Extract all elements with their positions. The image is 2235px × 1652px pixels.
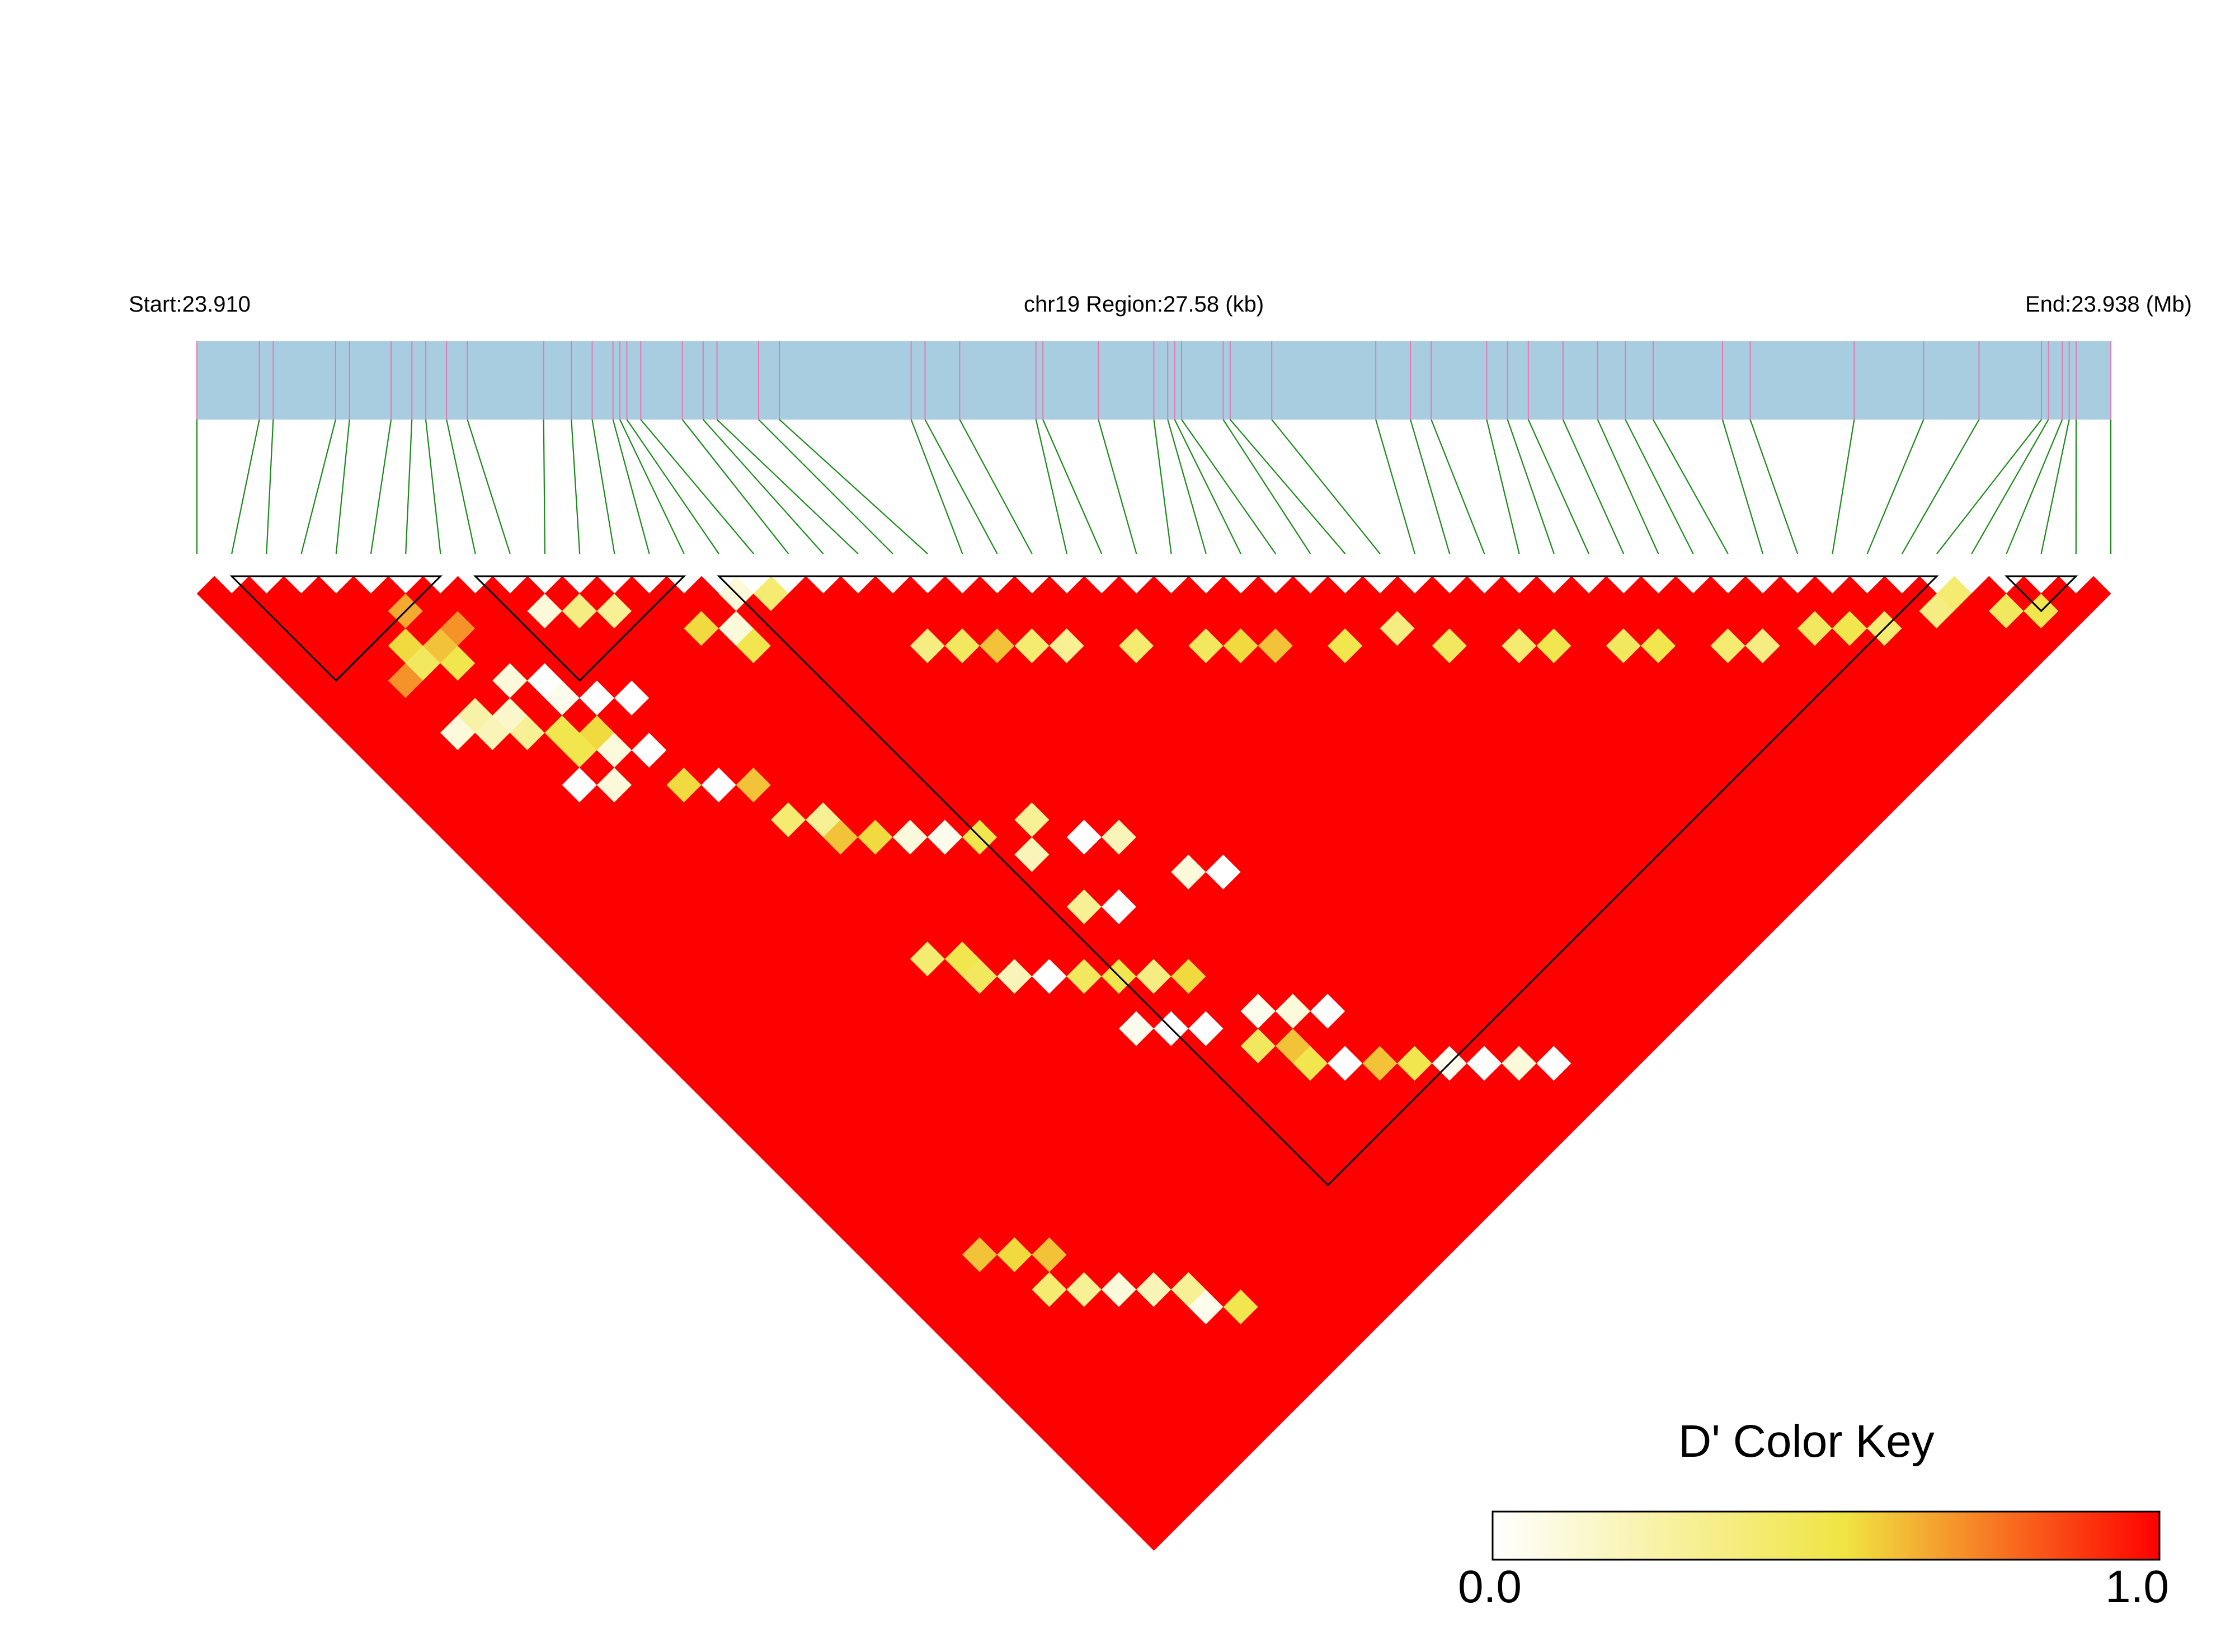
snp-connector-lines: [196, 419, 2112, 554]
snp-connector-line: [591, 419, 615, 554]
snp-connector-line: [1167, 419, 1207, 554]
ld-block-outline: [717, 575, 1939, 1187]
snp-connector-line: [231, 419, 260, 554]
snp-connector-line: [266, 419, 274, 554]
snp-connector-line: [370, 419, 392, 554]
snp-connector-line: [1901, 419, 1980, 554]
color-key-gradient-bar: [1491, 1510, 2161, 1561]
snp-connector-line: [1181, 419, 1277, 554]
snp-connector-line: [681, 419, 789, 554]
snp-connector-line: [543, 419, 546, 554]
snp-connector-line: [1936, 419, 2042, 554]
ld-block-outline: [473, 575, 686, 682]
region-start-label: Start:23.910: [129, 292, 251, 317]
snp-connector-line: [1507, 419, 1555, 554]
region-size-label: chr19 Region:27.58 (kb): [1024, 292, 1264, 317]
ld-block-outlines: [229, 575, 2078, 1187]
snp-connector-line: [619, 419, 685, 554]
snp-connector-line: [405, 419, 413, 554]
snp-position-track: [196, 341, 2111, 420]
snp-connector-line: [1721, 419, 1764, 554]
snp-connector-line: [446, 419, 476, 554]
snp-connector-line: [612, 419, 650, 554]
snp-connector-line: [716, 419, 859, 554]
color-key-min-label: 0.0: [1458, 1561, 1522, 1612]
color-key-title: D' Color Key: [1678, 1416, 1935, 1467]
region-end-label: End:23.938 (Mb): [2025, 292, 2192, 317]
snp-connector-line: [758, 419, 893, 554]
snp-connector-line: [1153, 419, 1172, 554]
snp-connector-line: [1042, 419, 1103, 554]
snp-connector-line: [703, 419, 824, 554]
snp-connector-line: [1652, 419, 1729, 554]
snp-connector-line: [300, 419, 336, 554]
snp-connector-line: [335, 419, 350, 554]
snp-connector-line: [2006, 419, 2063, 554]
snp-connector-line: [1866, 419, 1925, 554]
snp-connector-line: [910, 419, 963, 554]
snp-connector-line: [959, 419, 1033, 554]
snp-connector-line: [1230, 419, 1346, 554]
snp-connector-line: [1625, 419, 1694, 554]
snp-connector-line: [779, 419, 928, 554]
snp-connector-line: [1486, 419, 1520, 554]
snp-connector-line: [1832, 419, 1855, 554]
snp-connector-line: [924, 419, 998, 554]
snp-connector-line: [425, 419, 441, 554]
snp-connector-line: [1375, 419, 1416, 554]
snp-connector-line: [571, 419, 581, 554]
ld-cells: [196, 576, 2111, 1551]
snp-connector-line: [1597, 419, 1659, 554]
ld-block-outline: [229, 575, 443, 682]
ld-cell: [2076, 576, 2111, 611]
snp-connector-line: [626, 419, 719, 554]
snp-connector-line: [1431, 419, 1485, 554]
snp-connector-line: [1271, 419, 1381, 554]
ld-block-outline: [2004, 575, 2078, 613]
snp-connector-line: [1035, 419, 1068, 554]
snp-connector-line: [1098, 419, 1137, 554]
snp-connector-line: [1562, 419, 1625, 554]
color-key-max-label: 1.0: [2105, 1561, 2169, 1612]
snp-connector-line: [640, 419, 755, 554]
snp-connector-line: [2040, 419, 2070, 554]
snp-connector-line: [1749, 419, 1799, 554]
color-key: [1491, 1510, 2161, 1561]
snp-connector-line: [1971, 419, 2049, 554]
snp-connector-line: [1222, 419, 1311, 554]
snp-connector-line: [1410, 419, 1451, 554]
snp-connector-line: [1527, 419, 1590, 554]
snp-connector-line: [1174, 419, 1241, 554]
snp-connector-line: [467, 419, 511, 554]
